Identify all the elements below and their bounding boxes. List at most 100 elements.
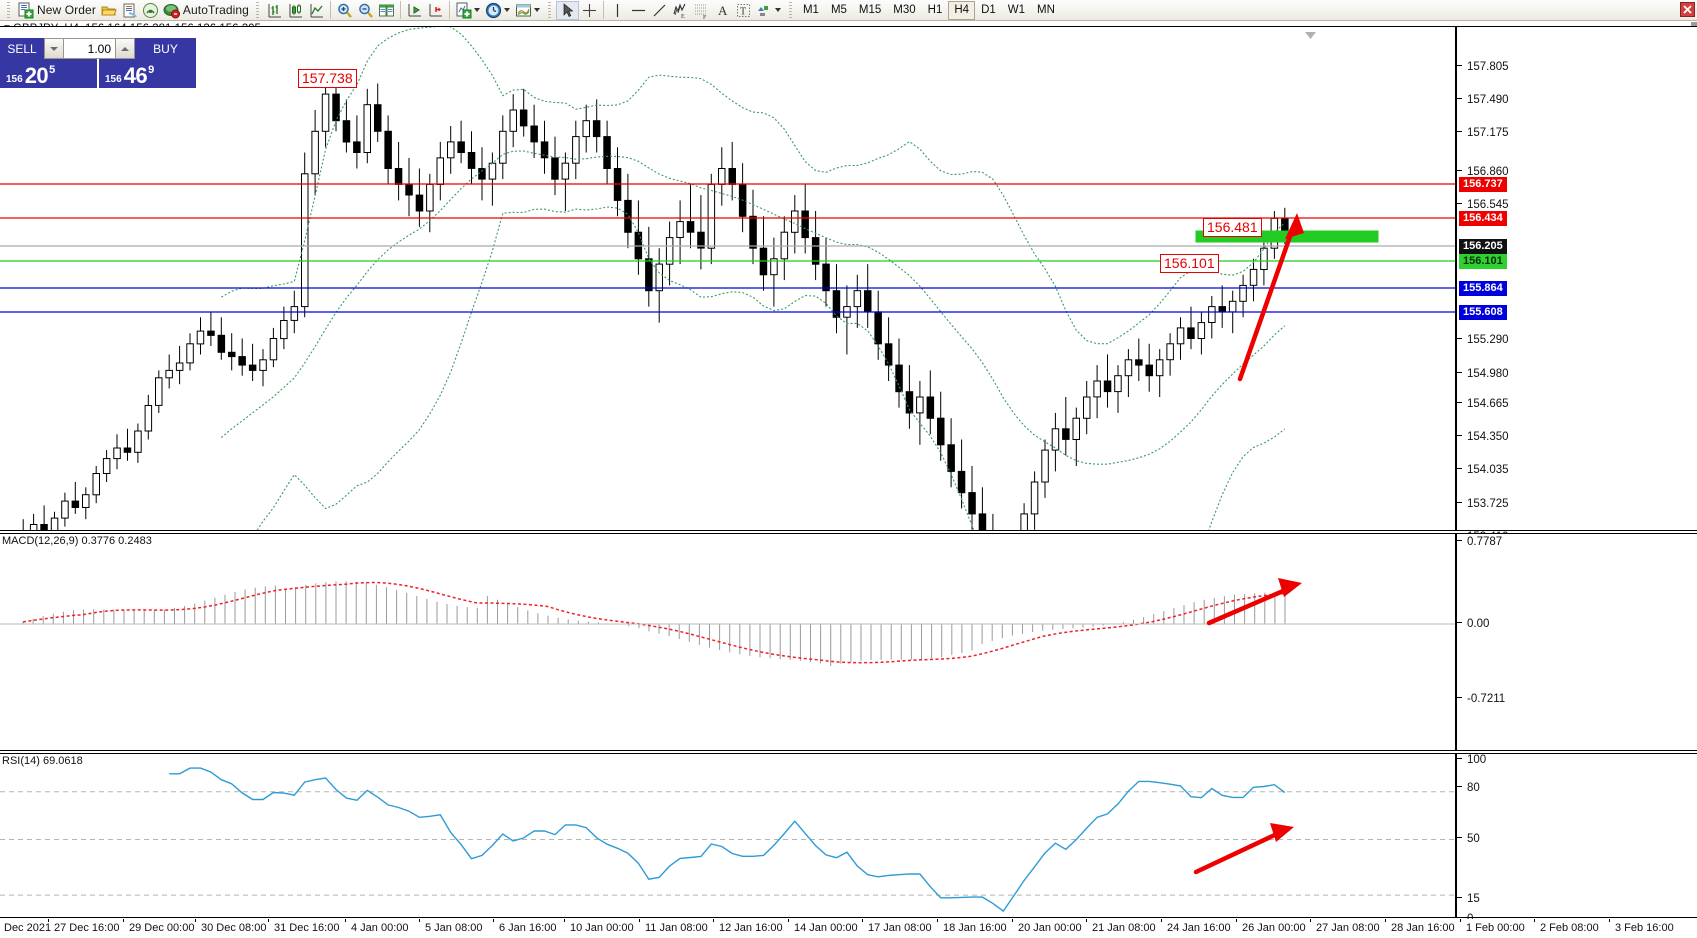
one-click-trading-panel[interactable]: SELL 1.00 BUY 156 20 5 156 46 9: [0, 38, 196, 88]
trendline-tool-button[interactable]: [649, 1, 670, 20]
candle-body: [144, 405, 153, 432]
text-tool-button[interactable]: A: [712, 1, 733, 20]
templates-dropdown-caret[interactable]: [533, 8, 540, 12]
indicators-dropdown-caret[interactable]: [473, 8, 480, 12]
lot-decrease-button[interactable]: [44, 38, 64, 59]
time-axis-tick: [493, 919, 494, 922]
price-level-chip[interactable]: 156.737: [1459, 177, 1507, 192]
price-level-chip[interactable]: 155.864: [1459, 281, 1507, 296]
bar-chart-button[interactable]: [264, 1, 285, 20]
candle-body: [926, 396, 935, 419]
indicators-button[interactable]: [453, 1, 483, 20]
autotrading-button[interactable]: AutoTrading: [161, 1, 251, 20]
timeframe-m30[interactable]: M30: [893, 3, 916, 16]
toolbar-separator-4: [602, 1, 604, 19]
sell-button[interactable]: SELL: [0, 38, 44, 59]
time-axis-label: 29 Dec 00:00: [129, 922, 195, 934]
price-annotation-label[interactable]: 157.738: [298, 69, 357, 88]
zoom-in-button[interactable]: [334, 1, 355, 20]
price-scale-axis[interactable]: 157.805 157.490 157.175 156.860 156.545 155.2…: [1455, 27, 1697, 607]
templates-button[interactable]: [513, 1, 543, 20]
lot-increase-button[interactable]: [115, 38, 135, 59]
timeframe-h1[interactable]: H1: [927, 3, 943, 16]
data-window-button[interactable]: [376, 1, 397, 20]
zoom-out-button[interactable]: [355, 1, 376, 20]
text-label-tool-button[interactable]: T: [733, 1, 754, 20]
market-watch-button[interactable]: [98, 1, 119, 20]
price-annotation-label[interactable]: 156.101: [1160, 254, 1219, 273]
octp-controls-row: SELL 1.00 BUY: [0, 38, 196, 59]
candle-body: [342, 120, 351, 143]
auto-scroll-button[interactable]: [404, 1, 425, 20]
timeframe-mn[interactable]: MN: [1037, 3, 1055, 16]
timeframe-m1[interactable]: M1: [802, 3, 819, 16]
lot-size-input[interactable]: 1.00: [64, 38, 115, 59]
line-tools-grip[interactable]: [545, 1, 553, 19]
pane-divider-grip[interactable]: [1305, 26, 1316, 39]
crosshair-tool-button[interactable]: [579, 1, 600, 20]
terminal-button[interactable]: [119, 1, 140, 20]
price-annotation-label[interactable]: 156.481: [1203, 218, 1262, 237]
fibonacci-tool-button[interactable]: F: [691, 1, 712, 21]
shapes-dropdown-caret[interactable]: [774, 8, 781, 12]
toolbar-separator: [329, 1, 331, 19]
candle-body: [363, 104, 371, 153]
period-dropdown-caret[interactable]: [503, 8, 510, 12]
candle-body: [884, 343, 893, 366]
vertical-line-tool-button[interactable]: [607, 1, 628, 20]
sell-price-display[interactable]: 156 20 5: [0, 59, 97, 88]
timeframe-m5[interactable]: M5: [830, 3, 847, 16]
chart-tools-grip[interactable]: [253, 1, 261, 19]
macd-plot-area[interactable]: [0, 534, 1455, 750]
timeframe-grip[interactable]: [786, 1, 794, 19]
price-level-chip[interactable]: 156.101: [1459, 254, 1507, 269]
cursor-tool-button[interactable]: [555, 0, 579, 20]
elliott-wave-tool-button[interactable]: E: [670, 1, 691, 20]
toolbar-grip[interactable]: [5, 1, 12, 19]
buy-button[interactable]: BUY: [135, 38, 196, 59]
macd-scale-axis[interactable]: 0.7787 0.00 -0.7211: [1455, 534, 1697, 750]
vertical-scrollbar-thumb[interactable]: [1691, 22, 1697, 26]
buy-price-display[interactable]: 156 46 9: [99, 59, 196, 88]
candle-body: [707, 183, 716, 249]
period-button[interactable]: [483, 1, 513, 20]
price-level-chip[interactable]: 156.434: [1459, 211, 1507, 226]
rsi-plot-area[interactable]: [0, 754, 1455, 917]
time-axis[interactable]: Dec 2021 27 Dec 16:00 29 Dec 00:00 30 Dec 0…: [0, 919, 1697, 938]
candle-body: [791, 210, 799, 233]
time-axis-label: 24 Jan 16:00: [1167, 922, 1231, 934]
price-level-chip[interactable]: 155.608: [1459, 305, 1507, 320]
time-axis-label: Dec 2021: [4, 922, 52, 934]
data-window-icon: [378, 2, 395, 19]
crosshair-icon: [581, 2, 598, 19]
candle-body: [311, 130, 319, 175]
chart-shift-button[interactable]: [425, 1, 446, 20]
candle-body: [457, 141, 465, 154]
candle-body: [134, 430, 142, 453]
rsi-scale-axis[interactable]: 1008050150: [1455, 754, 1697, 925]
candle-body: [770, 258, 778, 276]
close-icon[interactable]: [1680, 2, 1695, 17]
shapes-tool-button[interactable]: [754, 1, 784, 20]
signals-button[interactable]: [140, 1, 161, 20]
horizontal-line-tool-button[interactable]: [628, 1, 649, 20]
new-order-button[interactable]: New Order: [15, 1, 98, 20]
time-axis-label: 27 Dec 16:00: [54, 922, 120, 934]
timeframe-d1[interactable]: D1: [981, 3, 996, 16]
timeframe-m15[interactable]: M15: [858, 3, 882, 16]
price-chart-pane: 157.805 157.490 157.175 156.860 156.545 155.2…: [0, 26, 1697, 607]
horizontal-line-icon: [630, 2, 647, 19]
candle-body: [1239, 284, 1247, 302]
templates-icon: [515, 2, 532, 19]
price-plot-area[interactable]: [0, 27, 1455, 530]
candlestick-chart-button[interactable]: [285, 1, 306, 20]
vertical-line-icon: [609, 2, 626, 19]
candle-body: [1051, 428, 1060, 451]
timeframe-w1[interactable]: W1: [1007, 3, 1026, 16]
autotrading-icon: [163, 2, 180, 19]
timeframe-h4[interactable]: H4: [948, 0, 976, 20]
candle-body: [259, 359, 267, 371]
line-chart-button[interactable]: [306, 1, 327, 20]
candle-body: [801, 210, 809, 239]
price-level-chip[interactable]: 156.205: [1459, 239, 1507, 254]
